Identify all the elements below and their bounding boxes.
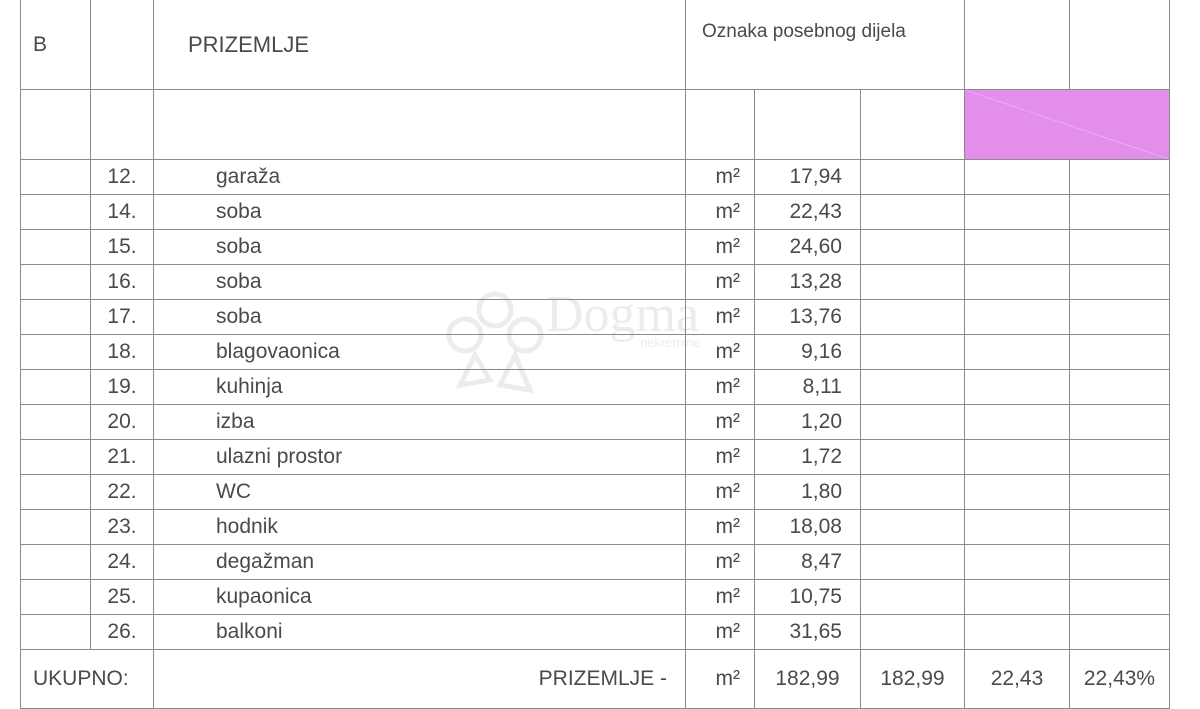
table-row: 18. blagovaonica m² 9,16 bbox=[20, 334, 1170, 370]
header-row: B PRIZEMLJE Oznaka posebnog dijela bbox=[20, 0, 1170, 90]
table-row: 14. soba m² 22,43 bbox=[20, 194, 1170, 230]
unit: m² bbox=[685, 264, 755, 300]
room-number: 12. bbox=[90, 159, 154, 195]
room-name: ulazni prostor bbox=[153, 439, 686, 475]
table-row: 24. degažman m² 8,47 bbox=[20, 544, 1170, 580]
table-row: 12. garaža m² 17,94 bbox=[20, 159, 1170, 195]
room-number: 14. bbox=[90, 194, 154, 230]
room-area: 13,28 bbox=[754, 264, 861, 300]
room-area: 8,11 bbox=[754, 369, 861, 405]
room-number: 25. bbox=[90, 579, 154, 615]
room-area: 18,08 bbox=[754, 509, 861, 545]
room-number: 16. bbox=[90, 264, 154, 300]
room-name: WC bbox=[153, 474, 686, 510]
room-number: 19. bbox=[90, 369, 154, 405]
section-label: B bbox=[20, 0, 91, 90]
room-area: 1,80 bbox=[754, 474, 861, 510]
total-area-2: 182,99 bbox=[860, 649, 965, 709]
room-area: 1,72 bbox=[754, 439, 861, 475]
unit: m² bbox=[685, 159, 755, 195]
room-name: kuhinja bbox=[153, 369, 686, 405]
room-number: 17. bbox=[90, 299, 154, 335]
room-name: blagovaonica bbox=[153, 334, 686, 370]
room-name: soba bbox=[153, 264, 686, 300]
unit: m² bbox=[685, 194, 755, 230]
room-area: 10,75 bbox=[754, 579, 861, 615]
room-number: 22. bbox=[90, 474, 154, 510]
room-name: balkoni bbox=[153, 614, 686, 650]
unit: m² bbox=[685, 369, 755, 405]
unit: m² bbox=[685, 614, 755, 650]
total-share-pct: 22,43% bbox=[1069, 649, 1170, 709]
unit: m² bbox=[685, 334, 755, 370]
floor-title: PRIZEMLJE bbox=[153, 0, 686, 90]
table-row: 19. kuhinja m² 8,11 bbox=[20, 369, 1170, 405]
area-table: B PRIZEMLJE Oznaka posebnog dijela 12. g… bbox=[20, 0, 1170, 709]
room-name: degažman bbox=[153, 544, 686, 580]
total-label: UKUPNO: bbox=[20, 649, 154, 709]
unit: m² bbox=[685, 404, 755, 440]
unit-designation-label: Oznaka posebnog dijela bbox=[685, 0, 965, 90]
unit: m² bbox=[685, 299, 755, 335]
table-row: 23. hodnik m² 18,08 bbox=[20, 509, 1170, 545]
room-area: 13,76 bbox=[754, 299, 861, 335]
total-area: 182,99 bbox=[754, 649, 861, 709]
total-share: 22,43 bbox=[964, 649, 1070, 709]
room-area: 1,20 bbox=[754, 404, 861, 440]
room-area: 9,16 bbox=[754, 334, 861, 370]
table-row: 20. izba m² 1,20 bbox=[20, 404, 1170, 440]
unit: m² bbox=[685, 579, 755, 615]
table-row: 15. soba m² 24,60 bbox=[20, 229, 1170, 265]
room-area: 22,43 bbox=[754, 194, 861, 230]
unit: m² bbox=[685, 439, 755, 475]
table-row: 17. soba m² 13,76 bbox=[20, 299, 1170, 335]
room-name: soba bbox=[153, 299, 686, 335]
table-row: 16. soba m² 13,28 bbox=[20, 264, 1170, 300]
room-name: soba bbox=[153, 229, 686, 265]
highlight-cell bbox=[964, 89, 1170, 160]
unit: m² bbox=[685, 474, 755, 510]
table-row: 26. balkoni m² 31,65 bbox=[20, 614, 1170, 650]
total-unit: m² bbox=[685, 649, 755, 709]
total-floor: PRIZEMLJE - bbox=[153, 649, 686, 709]
room-area: 31,65 bbox=[754, 614, 861, 650]
table-row: 21. ulazni prostor m² 1,72 bbox=[20, 439, 1170, 475]
room-name: garaža bbox=[153, 159, 686, 195]
subheader-row bbox=[20, 89, 1170, 160]
unit: m² bbox=[685, 509, 755, 545]
room-number: 23. bbox=[90, 509, 154, 545]
room-area: 24,60 bbox=[754, 229, 861, 265]
room-number: 26. bbox=[90, 614, 154, 650]
room-number: 20. bbox=[90, 404, 154, 440]
room-number: 15. bbox=[90, 229, 154, 265]
table-row: 25. kupaonica m² 10,75 bbox=[20, 579, 1170, 615]
room-area: 8,47 bbox=[754, 544, 861, 580]
unit: m² bbox=[685, 544, 755, 580]
room-name: izba bbox=[153, 404, 686, 440]
room-area: 17,94 bbox=[754, 159, 861, 195]
room-name: soba bbox=[153, 194, 686, 230]
total-row: UKUPNO: PRIZEMLJE - m² 182,99 182,99 22,… bbox=[20, 649, 1170, 709]
room-number: 21. bbox=[90, 439, 154, 475]
unit: m² bbox=[685, 229, 755, 265]
room-number: 18. bbox=[90, 334, 154, 370]
room-name: hodnik bbox=[153, 509, 686, 545]
room-name: kupaonica bbox=[153, 579, 686, 615]
table-row: 22. WC m² 1,80 bbox=[20, 474, 1170, 510]
room-number: 24. bbox=[90, 544, 154, 580]
